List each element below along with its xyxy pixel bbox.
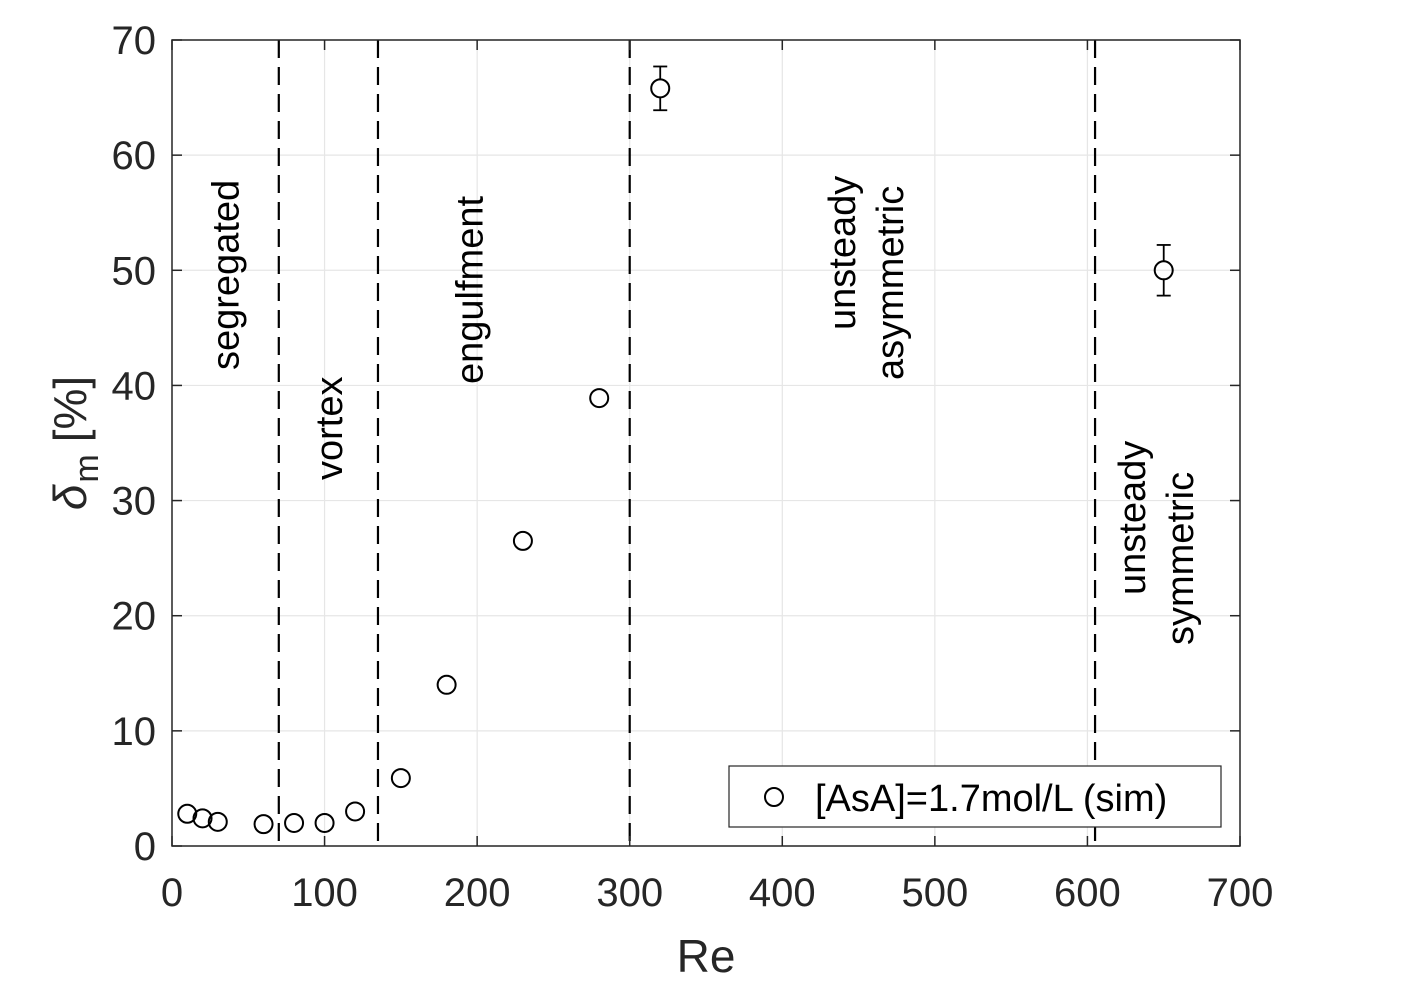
y-tick-label: 50 [112,249,157,293]
regime-label: vortex [309,377,351,480]
legend-marker [764,787,784,807]
x-tick-label: 700 [1207,871,1274,915]
y-tick-label: 30 [112,480,157,524]
data-point [650,78,671,99]
regime-label: asymmetric [870,186,912,380]
regime-label: segregated [205,180,247,370]
regime-label: symmetric [1160,472,1202,645]
y-axis-ticks: 0 10 20 30 40 50 60 70 [112,19,1240,869]
data-point [1153,260,1174,281]
error-bars [653,65,1171,297]
data-point [589,388,610,409]
x-tick-label: 0 [161,871,183,915]
x-tick-label: 500 [901,871,968,915]
regime-label: unsteady [1112,441,1154,595]
data-point [253,814,274,835]
legend: [AsA]=1.7mol/L (sim) [728,765,1222,828]
data-point [284,812,305,833]
y-tick-label: 70 [112,19,157,63]
data-points [177,78,1174,835]
x-tick-label: 200 [444,871,511,915]
data-point [512,530,533,551]
data-point [177,803,198,824]
y-tick-label: 10 [112,710,157,754]
y-tick-label: 0 [134,825,156,869]
y-axis-label-unit: [%] [44,376,96,442]
regime-label: unsteady [822,176,864,330]
plot-area [172,40,1240,846]
data-point [314,812,335,833]
plot-frame [171,39,1241,847]
x-tick-label: 600 [1054,871,1121,915]
x-tick-label: 400 [749,871,816,915]
x-tick-label: 300 [596,871,663,915]
y-axis-label-subscript: m [68,454,106,482]
x-axis-label: Re [677,930,736,982]
x-tick-label: 100 [291,871,358,915]
legend-entry-label: [AsA]=1.7mol/L (sim) [815,778,1167,820]
data-point [436,674,457,695]
y-axis-label-symbol: δ [44,484,96,510]
legend-box [728,765,1222,828]
y-axis-label: δm [%] [44,376,106,510]
y-tick-label: 20 [112,595,157,639]
data-point [345,801,366,822]
y-tick-label: 40 [112,364,157,408]
x-axis-ticks: 0 100 200 300 400 500 600 700 [161,40,1274,915]
data-point [192,808,213,829]
data-point [390,768,411,789]
regime-label: engulfment [450,196,492,384]
y-tick-label: 60 [112,134,157,178]
data-point [207,811,228,832]
